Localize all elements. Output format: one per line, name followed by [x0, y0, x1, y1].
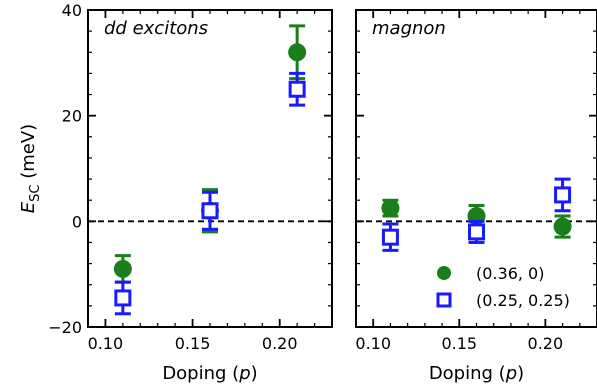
series-square	[114, 71, 306, 316]
legend: (0.36, 0) (0.25, 0.25)	[436, 264, 570, 310]
x-tick-label: 0.15	[175, 334, 211, 353]
data-point-circle	[288, 43, 307, 62]
y-tick-label: 20	[62, 107, 82, 126]
y-axis-title-subscript: SC	[28, 184, 43, 201]
series-square	[381, 177, 572, 252]
x-tick-label: 0.20	[528, 334, 564, 353]
data-point-square	[381, 228, 399, 246]
data-point-square	[201, 202, 219, 220]
data-point-circle	[113, 259, 132, 278]
series-circle	[113, 24, 307, 284]
legend-marker-square	[436, 292, 452, 308]
x-axis-title-prefix: Doping (	[162, 363, 239, 384]
data-point-square	[114, 289, 132, 307]
x-axis-title: Doping (p)	[429, 363, 524, 384]
x-axis-title-prefix: Doping (	[429, 363, 506, 384]
x-axis-title: Doping (p)	[162, 363, 257, 384]
x-axis-title-variable: p	[505, 363, 517, 384]
x-tick-label: 0.15	[441, 334, 477, 353]
x-tick-label: 0.10	[88, 334, 124, 353]
panel-label: magnon	[372, 18, 446, 39]
y-axis-title: ESC (meV)	[18, 124, 43, 213]
panel-dd-excitons: 0.10 0.15 0.20 −20 0 20 40 dd excitons Doping (p…	[18, 1, 333, 384]
legend-label: (0.25, 0.25)	[476, 291, 570, 310]
data-point-circle	[381, 199, 400, 218]
legend-label: (0.36, 0)	[476, 264, 544, 283]
y-tick-label: 40	[62, 1, 82, 20]
panel-label: dd excitons	[104, 18, 208, 39]
legend-marker-circle	[437, 266, 451, 280]
x-axis-title-suffix: )	[517, 363, 524, 384]
x-axis-title-variable: p	[238, 363, 250, 384]
data-point-square	[554, 186, 572, 204]
y-axis-title-unit: (meV)	[18, 124, 39, 185]
data-point-square	[288, 80, 306, 98]
y-axis-title-symbol: E	[18, 201, 39, 213]
x-tick-label: 0.10	[355, 334, 391, 353]
data-point-square	[468, 223, 485, 241]
x-tick-label: 0.20	[262, 334, 298, 353]
y-tick-label: −20	[48, 318, 82, 337]
x-axis-title-suffix: )	[251, 363, 258, 384]
y-tick-label: 0	[72, 212, 82, 231]
data-point-circle	[553, 217, 572, 236]
